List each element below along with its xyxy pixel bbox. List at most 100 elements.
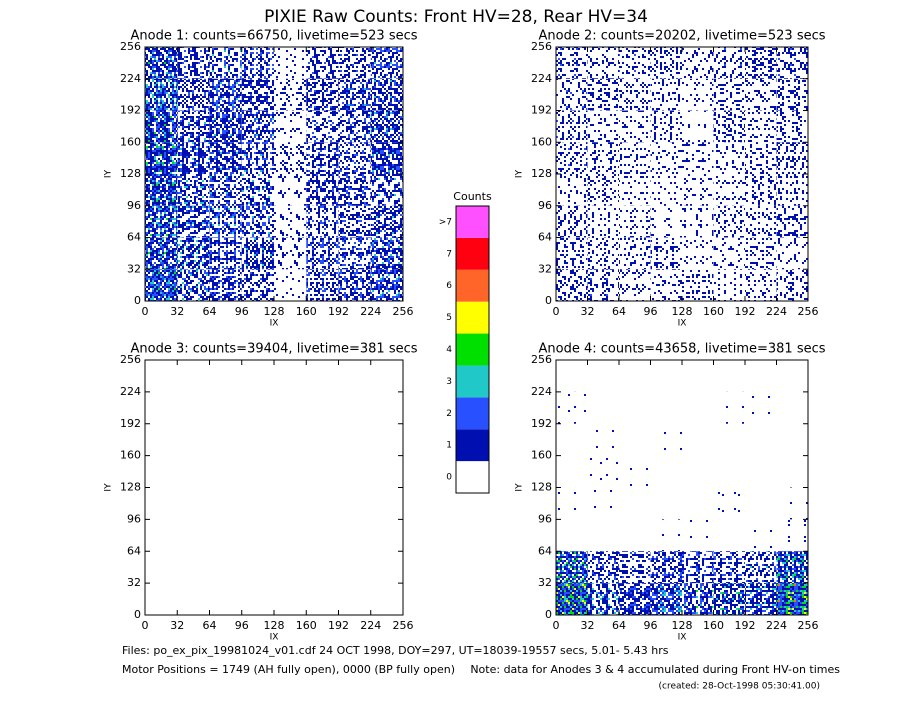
y-tick-label: 64 <box>538 231 552 244</box>
heatmap-cell <box>274 110 307 143</box>
x-tick-label: 0 <box>553 619 560 632</box>
heatmap-cell <box>241 391 274 424</box>
heatmap-cell <box>370 391 403 424</box>
colorbar-label: 7 <box>446 249 452 259</box>
heatmap-cell <box>274 142 307 174</box>
x-tick-label: 128 <box>672 619 693 632</box>
y-tick-label: 96 <box>538 512 552 525</box>
heatmap-cell <box>587 583 619 615</box>
heatmap-cell <box>177 78 210 111</box>
heatmap-cell <box>587 551 619 584</box>
x-tick-label: 96 <box>235 305 249 318</box>
heatmap-cell <box>556 47 588 79</box>
heatmap-cell <box>177 583 210 615</box>
heatmap-cell <box>776 174 808 206</box>
heatmap-cell <box>650 174 682 206</box>
heatmap-cell <box>745 551 777 584</box>
heatmap-cell <box>209 583 242 615</box>
heatmap-cell <box>776 455 808 488</box>
heatmap-cell <box>145 269 178 301</box>
heatmap-cell <box>713 487 745 520</box>
heatmap-cell <box>145 551 178 584</box>
heatmap-cell <box>776 487 808 520</box>
heatmap-cell <box>338 551 371 584</box>
y-tick-label: 32 <box>538 576 552 589</box>
y-tick-label: 160 <box>120 449 141 462</box>
y-tick-label: 0 <box>134 608 141 621</box>
heatmap-cell <box>619 142 651 174</box>
heatmap-cell <box>650 391 682 424</box>
heatmap-cell <box>619 487 651 520</box>
heatmap-cell <box>274 551 307 584</box>
heatmap-cell <box>241 519 274 552</box>
colorbar-swatch <box>456 365 489 398</box>
footer-created: (created: 28-Oct-1998 05:30:41.00) <box>659 682 820 692</box>
heatmap-cell <box>776 47 808 79</box>
colorbar-label: 3 <box>446 377 452 387</box>
y-tick-label: 192 <box>531 104 552 117</box>
heatmap-cell <box>306 583 339 615</box>
heatmap-cell <box>306 423 339 456</box>
y-tick-label: 128 <box>120 167 141 180</box>
heatmap-cell <box>306 205 339 238</box>
y-tick-label: 32 <box>127 576 141 589</box>
x-tick-label: 0 <box>142 305 149 318</box>
heatmap-cell <box>274 360 307 392</box>
y-tick-label: 160 <box>531 135 552 148</box>
heatmap-cell <box>745 237 777 270</box>
heatmap-cell <box>338 455 371 488</box>
y-tick-label: 128 <box>120 481 141 494</box>
heatmap-cell <box>274 455 307 488</box>
heatmap-cell <box>713 423 745 456</box>
heatmap-cell <box>209 142 242 174</box>
heatmap-cell <box>556 142 588 174</box>
heatmap-cell <box>209 551 242 584</box>
heatmap-cell <box>650 519 682 552</box>
heatmap-cell <box>713 142 745 174</box>
colorbar-label: >7 <box>439 217 452 227</box>
colorbar-label: 1 <box>446 441 452 451</box>
x-tick-label: 96 <box>235 619 249 632</box>
heatmap-cell <box>556 360 588 392</box>
x-tick-label: 32 <box>170 619 184 632</box>
heatmap-cell <box>713 455 745 488</box>
heatmap-cell <box>556 269 588 301</box>
x-tick-label: 224 <box>766 305 787 318</box>
heatmap-cell <box>338 423 371 456</box>
x-tick-label: 64 <box>203 619 217 632</box>
heatmap-cell <box>619 583 651 615</box>
heatmap-cell <box>776 142 808 174</box>
heatmap-cell <box>745 583 777 615</box>
heatmap-cell <box>745 519 777 552</box>
heatmap-cell <box>241 487 274 520</box>
colorbar-title: Counts <box>453 190 492 203</box>
heatmap-cell <box>682 174 714 206</box>
heatmap-cell <box>556 110 588 143</box>
heatmap-cell <box>713 78 745 111</box>
x-tick-label: 128 <box>264 305 285 318</box>
heatmap-cell <box>370 205 403 238</box>
y-axis-label: IY <box>104 169 114 178</box>
y-tick-label: 256 <box>531 40 552 53</box>
heatmap-cell <box>338 110 371 143</box>
heatmap-cell <box>306 391 339 424</box>
heatmap-cell <box>556 487 588 520</box>
heatmap-cell <box>306 78 339 111</box>
heatmap-cell <box>587 391 619 424</box>
heatmap-cell <box>209 391 242 424</box>
heatmap-cell <box>587 47 619 79</box>
heatmap-cell <box>241 360 274 392</box>
heatmap-cell <box>177 391 210 424</box>
heatmap-cell <box>556 174 588 206</box>
heatmap-cell <box>682 360 714 392</box>
heatmap-cell <box>338 487 371 520</box>
y-tick-label: 256 <box>120 40 141 53</box>
heatmap-cell <box>370 110 403 143</box>
heatmap-cell <box>776 360 808 392</box>
heatmap-cell <box>338 237 371 270</box>
heatmap-cell <box>209 455 242 488</box>
heatmap-cell <box>177 205 210 238</box>
colorbar-swatch <box>456 206 489 238</box>
heatmap-cell <box>145 174 178 206</box>
heatmap-cell <box>619 360 651 392</box>
